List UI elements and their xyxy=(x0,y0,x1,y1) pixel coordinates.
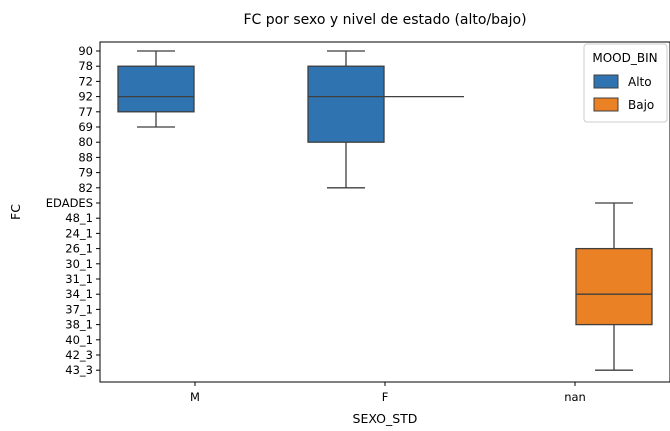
y-tick-label: 40_1 xyxy=(65,333,93,347)
y-tick-label: 79 xyxy=(78,166,93,180)
y-tick-label: 82 xyxy=(78,181,93,195)
y-tick-label: 69 xyxy=(78,120,93,134)
x-tick-label: M xyxy=(190,390,200,404)
y-tick-label: 24_1 xyxy=(65,226,93,240)
legend-label-alto: Alto xyxy=(628,75,652,89)
box-body xyxy=(307,65,385,143)
y-tick-label: 31_1 xyxy=(65,272,93,286)
y-tick-label: 38_1 xyxy=(65,318,93,332)
y-tick-label: 92 xyxy=(78,90,93,104)
y-axis-label: FC xyxy=(8,204,23,220)
y-tick-label: 80 xyxy=(78,135,93,149)
y-tick-label: 48_1 xyxy=(65,211,93,225)
y-tick-label: 26_1 xyxy=(65,242,93,256)
box-body xyxy=(575,247,653,326)
x-axis-label: SEXO_STD xyxy=(353,411,418,426)
box-plots xyxy=(117,50,653,371)
y-tick-label: 43_3 xyxy=(65,363,93,377)
y-tick-label: 37_1 xyxy=(65,302,93,316)
x-tick-label: F xyxy=(382,390,389,404)
y-tick-label: 34_1 xyxy=(65,287,93,301)
box-body xyxy=(117,65,195,113)
y-tick-label: 77 xyxy=(78,105,93,119)
box-alto-f xyxy=(307,50,385,189)
y-tick-label: 30_1 xyxy=(65,257,93,271)
legend: MOOD_BIN Alto Bajo xyxy=(583,43,668,123)
y-tick-label: 42_3 xyxy=(65,348,93,362)
box-alto-m xyxy=(117,50,195,128)
legend-label-bajo: Bajo xyxy=(628,98,654,112)
chart-title: FC por sexo y nivel de estado (alto/bajo… xyxy=(243,12,526,28)
plot-frame xyxy=(99,41,670,383)
y-tick-label: 88 xyxy=(78,150,93,164)
y-tick-label: 78 xyxy=(78,59,93,73)
box-bajo-nan xyxy=(575,202,653,371)
legend-swatch-alto xyxy=(593,74,619,89)
y-tick-label: EDADES xyxy=(46,196,93,210)
y-tick-label: 72 xyxy=(78,74,93,88)
x-tick-label: nan xyxy=(564,390,586,404)
legend-title: MOOD_BIN xyxy=(592,51,657,65)
y-tick-label: 90 xyxy=(78,44,93,58)
legend-swatch-bajo xyxy=(593,97,619,112)
